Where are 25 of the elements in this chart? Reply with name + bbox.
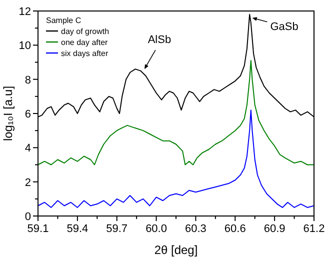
y-tick-label: 10 [18,40,31,52]
y-tick-label: 12 [18,6,31,18]
y-tick-label: 6 [24,108,31,120]
x-tick-label: 60.6 [224,223,246,235]
line-series [38,60,314,166]
x-tick-label: 59.4 [66,223,88,235]
legend-title: Sample C [46,16,82,25]
annotation: AlSb [148,34,172,46]
x-tick-label: 60.0 [146,223,167,235]
y-tick-label: 0 [24,211,31,223]
legend-label: day of growth [61,27,110,36]
annotation: GaSb [270,20,298,33]
y-axis-title: log₁₀I [a.u] [1,86,15,142]
x-tick-label: 60.3 [185,223,206,235]
y-tick-label: 4 [24,142,31,155]
x-tick-label: 59.7 [106,223,128,235]
line-series [38,110,314,208]
legend-label: one day after [61,38,108,47]
x-tick-label: 59.1 [27,223,49,235]
legend-label: six days after [61,49,108,58]
y-tick-label: 8 [24,74,31,86]
x-tick-label: 60.9 [264,223,286,235]
y-tick-label: 2 [24,176,31,189]
x-tick-label: 61.2 [303,223,325,235]
x-axis-title: 2θ [deg] [154,243,198,257]
